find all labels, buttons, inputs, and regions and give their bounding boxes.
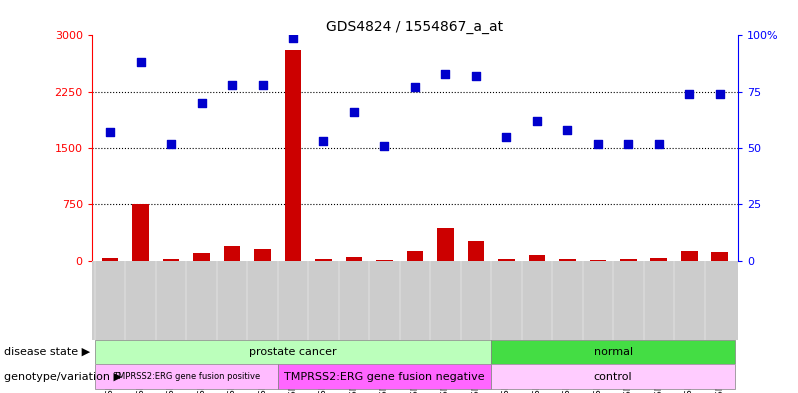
Text: normal: normal [594, 347, 633, 357]
Point [683, 91, 696, 97]
Bar [498, 259, 515, 261]
Bar [132, 204, 149, 261]
Text: control: control [594, 372, 633, 382]
Text: genotype/variation ▶: genotype/variation ▶ [4, 372, 122, 382]
Bar [559, 259, 576, 261]
Bar [95, 364, 278, 389]
Bar [223, 246, 240, 261]
Point [104, 129, 117, 135]
Bar [193, 253, 210, 261]
Bar [492, 364, 735, 389]
Bar [376, 259, 393, 261]
Bar [315, 259, 332, 261]
Bar [528, 255, 545, 261]
Text: disease state ▶: disease state ▶ [4, 347, 90, 357]
Point [439, 70, 452, 77]
Point [469, 73, 482, 79]
Bar [590, 260, 606, 261]
Point [348, 109, 361, 115]
Text: genotype/variation: genotype/variation [0, 392, 1, 393]
Bar [101, 259, 118, 261]
Bar [285, 50, 302, 261]
Point [713, 91, 726, 97]
Bar [650, 259, 667, 261]
Bar [681, 251, 697, 261]
Bar [437, 228, 454, 261]
Point [409, 84, 421, 90]
Bar [346, 257, 362, 261]
Bar [468, 241, 484, 261]
Point [561, 127, 574, 133]
Point [653, 140, 666, 147]
Bar [406, 251, 424, 261]
Title: GDS4824 / 1554867_a_at: GDS4824 / 1554867_a_at [326, 20, 504, 34]
Point [226, 82, 239, 88]
Bar [95, 340, 492, 364]
Bar [163, 259, 180, 261]
Point [196, 100, 208, 106]
Point [317, 138, 330, 144]
Point [286, 35, 299, 41]
Text: disease state: disease state [0, 392, 1, 393]
Bar [620, 259, 637, 261]
Point [134, 59, 147, 66]
Text: TMPRSS2:ERG gene fusion negative: TMPRSS2:ERG gene fusion negative [284, 372, 484, 382]
Point [378, 143, 391, 149]
Point [500, 134, 513, 140]
Point [256, 82, 269, 88]
Point [531, 118, 543, 124]
Text: TMPRSS2:ERG gene fusion positive: TMPRSS2:ERG gene fusion positive [113, 372, 260, 381]
Point [591, 140, 604, 147]
Point [164, 140, 177, 147]
Text: prostate cancer: prostate cancer [249, 347, 337, 357]
Point [622, 140, 634, 147]
Bar [492, 340, 735, 364]
Bar [712, 252, 729, 261]
Bar [254, 250, 271, 261]
Bar [278, 364, 492, 389]
